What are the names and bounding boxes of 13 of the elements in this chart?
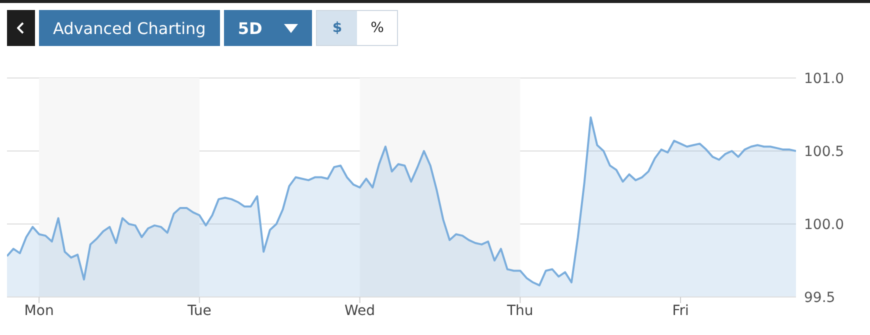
x-tick-label: Wed bbox=[344, 302, 376, 319]
x-tick-label: Thu bbox=[506, 302, 534, 319]
y-tick-label: 99.5 bbox=[804, 290, 836, 306]
text: 5D bbox=[238, 18, 262, 38]
x-tick-label: Tue bbox=[186, 302, 212, 319]
text: $ bbox=[317, 11, 358, 45]
y-tick-label: 101.0 bbox=[804, 70, 844, 87]
text: Advanced Charting bbox=[39, 10, 220, 46]
x-tick-label: Fri bbox=[672, 302, 689, 319]
y-tick-label: 100.0 bbox=[804, 216, 844, 233]
x-tick-label: Mon bbox=[24, 302, 54, 319]
text: % bbox=[357, 11, 398, 45]
y-tick-label: 100.5 bbox=[804, 144, 844, 160]
